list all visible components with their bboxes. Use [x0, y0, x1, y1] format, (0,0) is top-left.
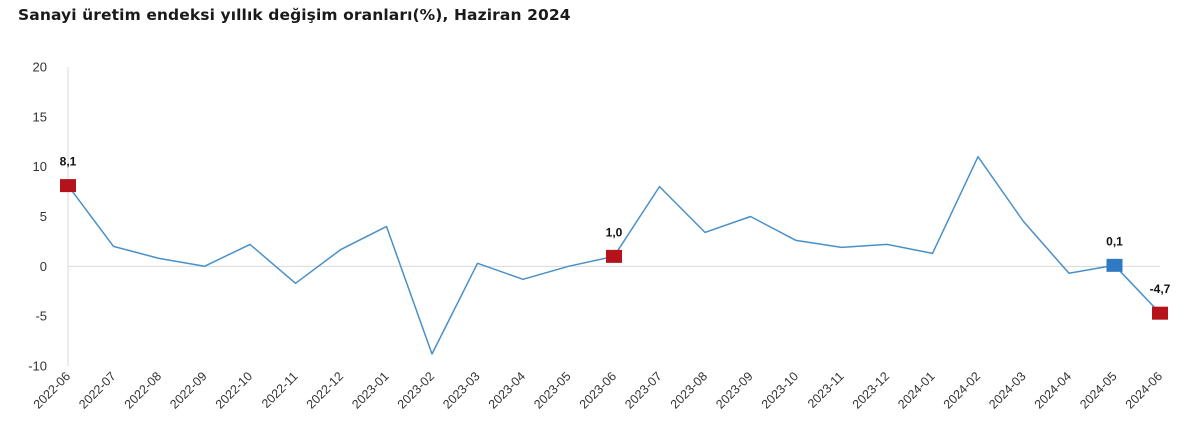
x-tick-label: 2023-12: [850, 369, 892, 411]
x-tick-label: 2022-08: [122, 369, 164, 411]
y-tick-label: 20: [33, 60, 47, 75]
x-tick-label: 2022-06: [31, 369, 73, 411]
x-tick-label: 2023-08: [668, 369, 710, 411]
x-tick-label: 2023-02: [395, 369, 437, 411]
data-label: 8,1: [60, 155, 77, 169]
y-tick-label: -10: [28, 359, 47, 374]
x-tick-label: 2022-12: [304, 369, 346, 411]
x-tick-label: 2023-01: [349, 369, 391, 411]
x-tick-label: 2024-04: [1032, 369, 1074, 411]
y-tick-label: 15: [33, 109, 47, 124]
highlight-marker-2022-06: [60, 179, 76, 193]
highlight-markers: [60, 179, 1168, 320]
x-tick-label: 2024-06: [1123, 369, 1165, 411]
x-tick-label: 2023-05: [531, 369, 573, 411]
highlight-marker-2024-06: [1152, 306, 1168, 320]
data-label: 0,1: [1106, 234, 1123, 248]
y-tick-label: -5: [35, 309, 47, 324]
x-tick-label: 2022-11: [259, 369, 301, 411]
y-tick-label: 5: [40, 209, 47, 224]
x-tick-label: 2022-07: [76, 369, 118, 411]
x-axis: 2022-06 2022-07 2022-08 2022-09 2022-10 2022-…: [31, 369, 1165, 411]
x-tick-label: 2023-07: [622, 369, 664, 411]
highlight-marker-2024-05: [1106, 258, 1123, 272]
data-labels: 8,1 1,0 0,1 -4,7: [60, 155, 1171, 297]
x-tick-label: 2024-05: [1077, 369, 1119, 411]
x-tick-label: 2024-02: [941, 369, 983, 411]
y-tick-label: 10: [33, 159, 47, 174]
x-tick-label: 2023-06: [577, 369, 619, 411]
chart-title: Sanayi üretim endeksi yıllık değişim ora…: [18, 6, 571, 24]
x-tick-label: 2023-10: [759, 369, 801, 411]
x-tick-label: 2023-09: [713, 369, 755, 411]
data-label: -4,7: [1150, 282, 1171, 296]
y-axis: 20 15 10 5 0 -5 -10: [28, 60, 69, 374]
x-tick-label: 2024-03: [986, 369, 1028, 411]
y-tick-label: 0: [40, 259, 47, 274]
data-label: 1,0: [606, 225, 623, 239]
x-tick-label: 2023-03: [440, 369, 482, 411]
x-tick-label: 2022-09: [167, 369, 209, 411]
x-tick-label: 2023-11: [805, 369, 847, 411]
x-tick-label: 2024-01: [895, 369, 937, 411]
highlight-marker-2023-06: [606, 249, 622, 263]
x-tick-label: 2022-10: [213, 369, 255, 411]
x-tick-label: 2023-04: [486, 369, 528, 411]
